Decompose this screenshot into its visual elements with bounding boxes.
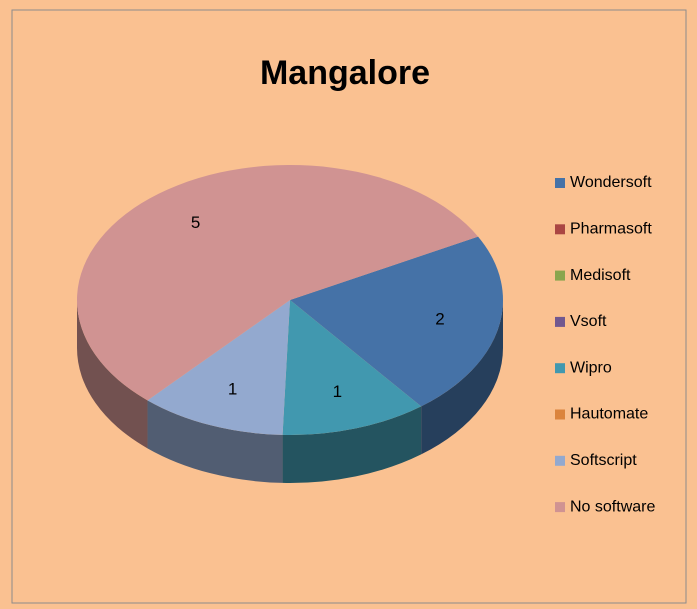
slice-side [77, 300, 148, 449]
legend-swatch [555, 455, 565, 466]
legend-label: Pharmasoft [570, 221, 652, 238]
legend-label: Wondersoft [570, 174, 652, 191]
pie-tops [77, 165, 504, 435]
legend-label: No software [570, 498, 655, 515]
data-labels: 2 1 1 5 [191, 213, 445, 401]
legend-label: Medisoft [570, 267, 631, 284]
pie-sides [77, 300, 503, 483]
slice-side [147, 400, 283, 483]
data-label: 1 [228, 380, 237, 399]
legend-swatch [555, 270, 565, 281]
legend-swatch [555, 363, 565, 374]
legend-swatch [555, 316, 565, 327]
data-label: 5 [191, 213, 200, 232]
slice [77, 165, 479, 401]
slice [290, 236, 504, 407]
slice-side [282, 406, 422, 483]
chart-title: Mangalore [260, 54, 430, 92]
legend-swatch [555, 178, 565, 188]
slice [147, 300, 290, 435]
legend-label: Wipro [570, 359, 612, 376]
legend-swatch [555, 502, 565, 513]
legend-label: Vsoft [570, 313, 607, 330]
data-label: 1 [333, 382, 342, 401]
slice-side [421, 300, 503, 455]
legend: Wondersoft Pharmasoft Medisoft Vsoft Wipro Ha… [555, 174, 655, 515]
legend-swatch [555, 224, 565, 235]
legend-label: Hautomate [570, 406, 648, 423]
legend-label: Softscript [570, 452, 637, 469]
legend-swatch [555, 409, 565, 420]
slice [282, 300, 422, 435]
data-label: 2 [435, 310, 444, 329]
